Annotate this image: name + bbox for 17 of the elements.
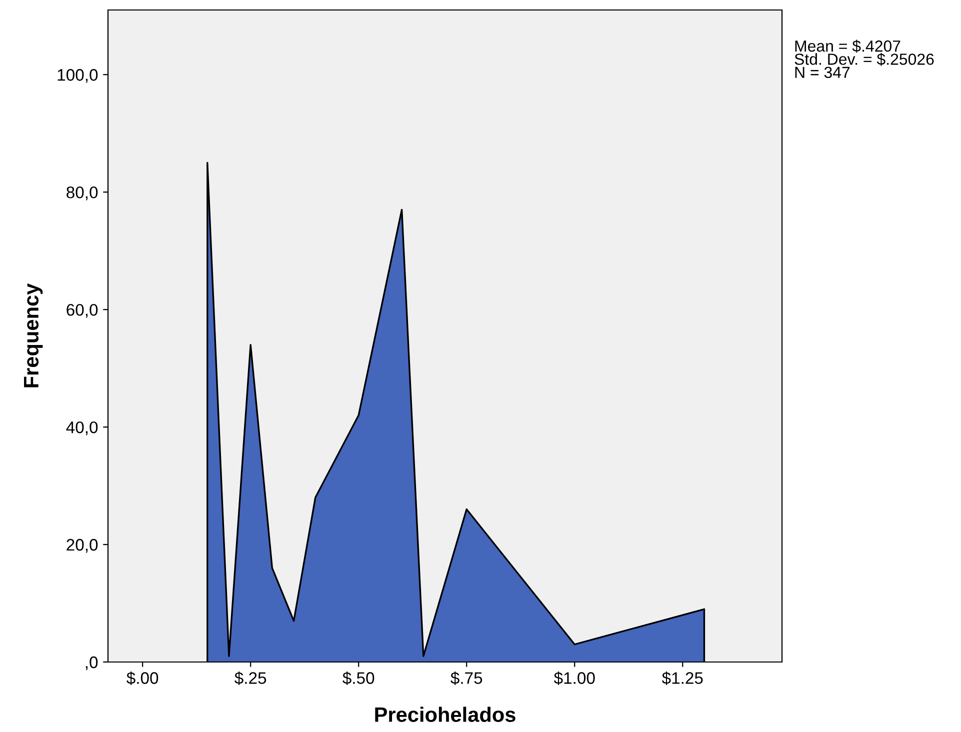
y-tick-label: 80,0 xyxy=(66,186,98,200)
y-tick-label: 20,0 xyxy=(66,538,98,553)
text: N = 347 xyxy=(795,66,850,78)
y-tick-label: 40,0 xyxy=(66,421,98,436)
x-tick-label: $1.25 xyxy=(662,671,703,685)
y-axis-title: Frequency xyxy=(24,283,43,388)
x-tick-label: $.50 xyxy=(342,671,374,685)
x-tick-label: $1.00 xyxy=(554,671,595,685)
text: Mean = $.4207 xyxy=(795,40,900,53)
x-tick-label: $.75 xyxy=(450,671,482,685)
y-tick-label: ,0 xyxy=(86,656,98,670)
y-tick-label: 60,0 xyxy=(66,304,98,318)
x-tick-label: $.00 xyxy=(126,671,158,685)
text: Std. Dev. = $.25026 xyxy=(794,52,934,66)
y-tick-label: 100,0 xyxy=(58,69,98,83)
x-axis-title: Preciohelados xyxy=(375,706,516,722)
x-tick-label: $.25 xyxy=(234,671,266,685)
